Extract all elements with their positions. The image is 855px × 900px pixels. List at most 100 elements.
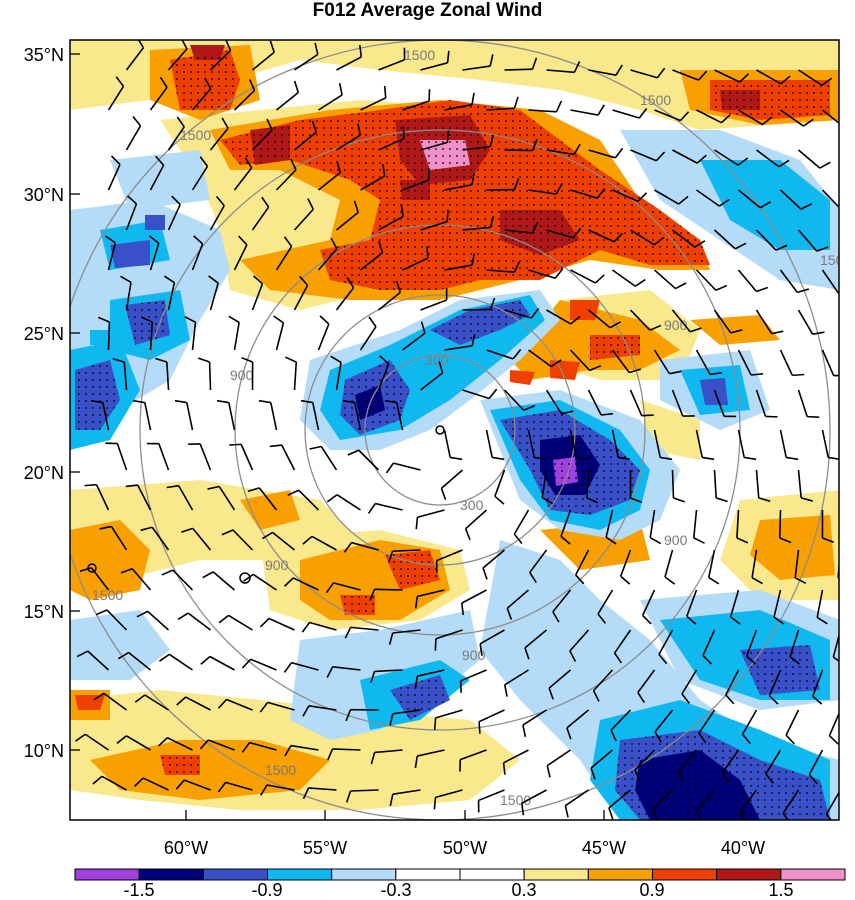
wind-barb-flag (808, 774, 818, 785)
wind-barb (608, 789, 632, 809)
colorbar-swatch (652, 868, 718, 881)
wind-barb-flag (758, 497, 771, 503)
wind-barb-flag (134, 694, 146, 703)
range-rings (70, 40, 831, 820)
wind-barb (107, 242, 117, 271)
wind-barb (592, 669, 614, 692)
wind-barb-flag (314, 42, 319, 55)
wind-barb-flag (287, 489, 299, 496)
wind-barb (678, 749, 698, 773)
wind-barb-flag (686, 615, 697, 625)
wind-barb (281, 444, 296, 471)
wind-barb-flag (382, 164, 386, 177)
wind-barb (755, 469, 760, 498)
wind-barb (569, 349, 591, 371)
wind-barb-flag (698, 732, 707, 744)
wind-barb (560, 509, 572, 537)
wind-barb-flag (184, 316, 196, 323)
wind-barb (707, 549, 716, 578)
wind-barb-flag (531, 221, 539, 234)
wind-barb-flag (675, 282, 687, 290)
wind-barb (546, 309, 572, 325)
wind-barb (144, 402, 152, 431)
wind-barb-flag (335, 160, 342, 173)
wind-barb (167, 48, 188, 71)
wind-barb (822, 109, 839, 125)
wind-barb (653, 349, 671, 375)
wind-barb (251, 51, 275, 71)
wind-barb-flag (573, 143, 581, 155)
wind-barb (629, 309, 651, 331)
ring-300b (304, 294, 576, 566)
wind-barb (765, 749, 782, 775)
wind-barb (402, 257, 429, 271)
wind-barb (462, 65, 491, 71)
wind-barb (208, 739, 235, 751)
wind-barb-flag (816, 616, 828, 625)
wind-barb (267, 701, 295, 711)
latitude-labels: 35°N 30°N 25°N 20°N 15°N 10°N (24, 45, 64, 761)
wind-barb-flag (90, 399, 103, 404)
ring-labels: 1500 1500 1500 1500 1500 1500 1500 900 9… (92, 47, 839, 808)
wind-barb-flag (531, 57, 538, 70)
wind-barb (821, 269, 839, 294)
wind-barb (402, 179, 429, 191)
wind-barb-flag (93, 692, 105, 701)
wind-barb-flag (379, 355, 390, 365)
wind-barb (586, 469, 590, 498)
wind-barb (416, 749, 445, 757)
wind-barb (266, 784, 295, 791)
wind-barb-flag (628, 368, 641, 374)
lon-label: 55°W (303, 838, 347, 858)
wind-barb-flag (248, 79, 256, 91)
wind-barb (552, 589, 572, 613)
wind-barb (486, 269, 515, 273)
wind-barb (664, 549, 674, 578)
ring-1500a (70, 40, 831, 820)
wind-barb-flag (378, 241, 384, 253)
wind-barb-flag (523, 404, 536, 412)
wind-barb (695, 349, 711, 375)
wind-barb (360, 175, 386, 191)
wind-barb-flag (159, 653, 170, 662)
wind-barb (654, 189, 680, 205)
wind-barb-flag (555, 183, 563, 195)
wind-barb-flag (330, 237, 338, 250)
wind-barb-flag (797, 288, 810, 294)
wind-barb (275, 91, 299, 111)
wind-barb (177, 485, 194, 511)
wind-barb (166, 362, 170, 391)
wind-barb-flag (615, 64, 623, 76)
wind-barb-flag (141, 316, 153, 323)
wind-barb-flag (385, 462, 395, 474)
wind-barb (351, 541, 379, 551)
wind-barb (546, 69, 575, 74)
wind-barb-flag (307, 198, 315, 210)
wind-barb (360, 97, 387, 111)
wind-barb (832, 632, 839, 658)
ring-label: 900 (230, 367, 254, 383)
wind-barb-flag (637, 192, 648, 202)
wind-barb (671, 389, 684, 417)
wind-barb-flag (79, 567, 92, 573)
wind-barb-flag (759, 201, 771, 209)
wind-barb-flag (158, 737, 168, 747)
wind-barb (149, 243, 160, 271)
wind-barb-flag (241, 356, 253, 363)
wind-barb (629, 389, 643, 416)
wind-barb (654, 109, 681, 122)
wind-barb (87, 650, 110, 671)
wind-barb (794, 549, 800, 578)
wind-barb-flag (284, 577, 294, 587)
wind-barb (335, 287, 355, 311)
longitude-labels: 60°W 55°W 50°W 45°W 40°W (164, 838, 765, 858)
wind-barb-flag (816, 246, 829, 252)
wind-barb (101, 775, 127, 791)
wind-barb-flag (326, 494, 338, 503)
wind-barb (546, 749, 571, 767)
wind-barb (681, 669, 698, 695)
wind-barb-flag (546, 765, 551, 778)
wind-barb-flag (555, 100, 563, 113)
wind-barb-flag (564, 805, 569, 818)
